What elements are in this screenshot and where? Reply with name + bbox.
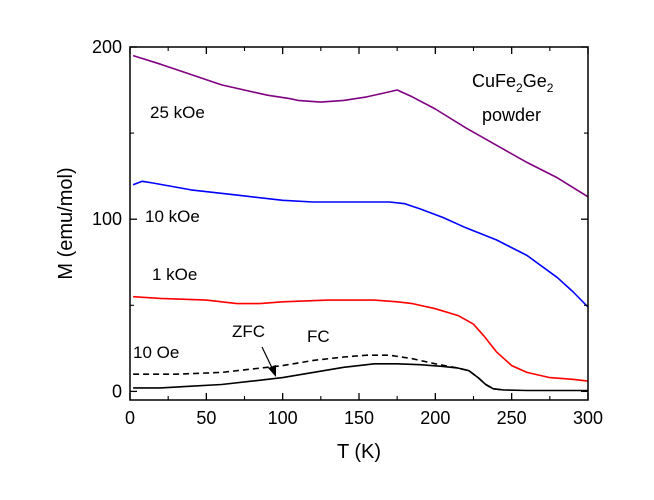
- series-line-1-koe: [133, 295, 589, 382]
- plot-lines: [132, 54, 589, 392]
- zfc-arrow-head: [268, 365, 276, 377]
- tick-labels: 0 50 100 150 200 250 300 0 100 200: [92, 37, 603, 428]
- series-label: 25 kOe: [150, 103, 205, 122]
- x-tick-label: 0: [125, 408, 135, 428]
- series-line-fc: [133, 354, 505, 391]
- y-tick-label: 200: [92, 37, 122, 57]
- series-label: 10 kOe: [145, 207, 200, 226]
- formula-part-cufe: CuFe: [472, 71, 516, 91]
- x-tick-label: 300: [573, 408, 603, 428]
- formula-sub-1: 2: [516, 81, 523, 95]
- x-axis-title: T (K): [337, 441, 381, 463]
- fc-annotation: FC: [307, 327, 330, 346]
- x-tick-label: 250: [497, 408, 527, 428]
- series-label: 1 kOe: [152, 265, 197, 284]
- x-tick-label: 200: [420, 408, 450, 428]
- zfc-annotation: ZFC: [232, 322, 265, 341]
- sample-formula-label: CuFe2Ge2: [472, 71, 554, 95]
- y-tick-label: 0: [112, 381, 122, 401]
- y-axis-title: M (emu/mol): [55, 167, 77, 279]
- zfc-arrow: [261, 346, 276, 377]
- formula-part-ge: Ge: [523, 71, 547, 91]
- series-line-10-oe: [133, 363, 588, 392]
- x-tick-label: 50: [196, 408, 216, 428]
- y-tick-label: 100: [92, 209, 122, 229]
- series-labels: 25 kOe 10 kOe 1 kOe 10 Oe: [133, 103, 205, 362]
- sample-form-label: powder: [482, 105, 541, 125]
- series-line-25-koe: [132, 54, 589, 198]
- series-line-10-koe: [132, 180, 589, 308]
- x-tick-label: 150: [344, 408, 374, 428]
- formula-sub-2: 2: [547, 81, 554, 95]
- axis-ticks: [129, 46, 589, 400]
- series-label: 10 Oe: [133, 343, 179, 362]
- x-tick-label: 100: [268, 408, 298, 428]
